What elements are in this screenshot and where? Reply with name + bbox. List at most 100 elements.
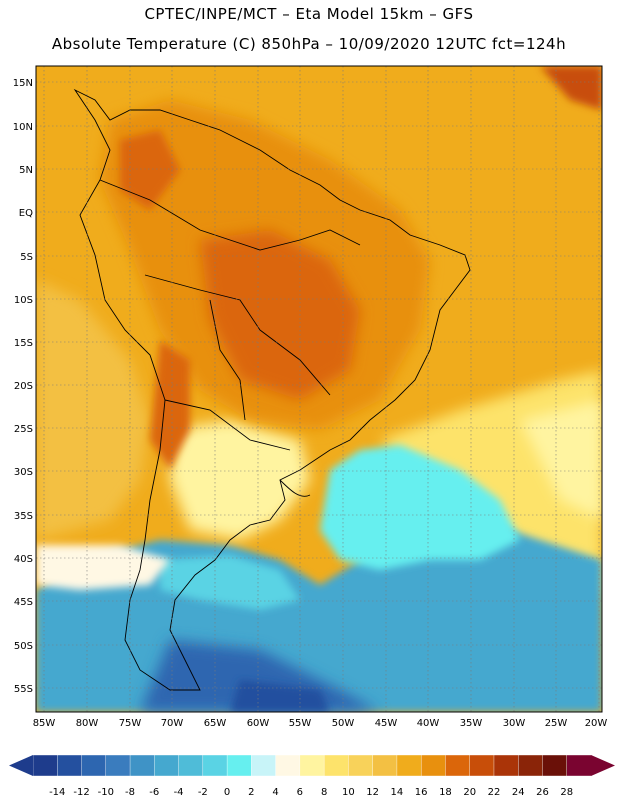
lon-label: 80W xyxy=(76,718,99,729)
colorbar-label: 10 xyxy=(342,787,355,798)
lat-label: 5S xyxy=(20,252,33,263)
lon-label: 55W xyxy=(289,718,312,729)
colorbar-bin xyxy=(445,754,471,777)
field-atlantic-8 xyxy=(520,400,602,520)
colorbar-label: -14 xyxy=(49,787,65,798)
colorbar-bin xyxy=(493,754,519,777)
colorbar-bin xyxy=(542,754,568,777)
colorbar-label: 4 xyxy=(272,787,278,798)
colorbar-bin xyxy=(251,754,277,777)
colorbar-max-arrow xyxy=(591,755,615,776)
lat-label: 5N xyxy=(19,165,33,176)
colorbar-bin xyxy=(57,754,83,777)
lon-label: 30W xyxy=(503,718,526,729)
colorbar-label: -2 xyxy=(198,787,208,798)
colorbar-bin xyxy=(566,754,592,777)
colorbar-bin xyxy=(372,754,398,777)
colorbar xyxy=(9,754,615,777)
lon-label: 20W xyxy=(585,718,608,729)
colorbar-label: 24 xyxy=(512,787,525,798)
longitude-labels: 85W 80W 75W 70W 65W 60W 55W 50W 45W 40W … xyxy=(33,718,608,729)
colorbar-label: 22 xyxy=(488,787,501,798)
lat-label: 55S xyxy=(14,684,33,695)
map-title-field: Absolute Temperature (C) 850hPa – 10/09/… xyxy=(51,35,567,53)
colorbar-bin xyxy=(299,754,325,777)
colorbar-label: 28 xyxy=(560,787,573,798)
colorbar-bin xyxy=(469,754,495,777)
lat-label: 45S xyxy=(14,597,33,608)
field-cold-tongue xyxy=(320,445,520,570)
border-north xyxy=(99,179,361,251)
lat-label: 10S xyxy=(14,295,33,306)
colorbar-label: 26 xyxy=(536,787,549,798)
field-pacific-14 xyxy=(36,280,150,540)
map-frame xyxy=(35,65,603,713)
border-central xyxy=(144,274,331,396)
colorbar-label: -10 xyxy=(98,787,114,798)
colorbar-bin xyxy=(81,754,107,777)
colorbar-bin xyxy=(348,754,374,777)
colorbar-bin xyxy=(202,754,228,777)
lat-label: 25S xyxy=(14,424,33,435)
lat-label: 10N xyxy=(13,122,33,133)
colorbar-label: -6 xyxy=(149,787,159,798)
colorbar-bin xyxy=(178,754,204,777)
field-andes-north xyxy=(120,130,180,210)
colorbar-label: 8 xyxy=(321,787,327,798)
colorbar-label: -12 xyxy=(73,787,89,798)
field-ne-corner xyxy=(540,66,602,110)
lon-label: 50W xyxy=(332,718,355,729)
colorbar-bin xyxy=(154,754,180,777)
colorbar-bin xyxy=(518,754,543,777)
border-bolivia xyxy=(209,299,246,421)
latitude-labels: 15N 10N 5N EQ 5S 10S 15S 20S 25S 30S 35S… xyxy=(13,78,33,695)
lon-label: 45W xyxy=(375,718,398,729)
lat-label: EQ xyxy=(19,208,33,219)
colorbar-min-arrow xyxy=(9,755,33,776)
colorbar-bin xyxy=(420,754,446,777)
colorbar-label: 16 xyxy=(415,787,428,798)
lon-label: 65W xyxy=(204,718,227,729)
field-continent-20 xyxy=(200,230,360,400)
colorbar-bin xyxy=(396,754,422,777)
coastlines xyxy=(73,88,471,691)
colorbar-label: 18 xyxy=(439,787,452,798)
south-america-coast xyxy=(73,88,471,691)
colorbar-label: 14 xyxy=(391,787,404,798)
map-title-source: CPTEC/INPE/MCT – Eta Model 15km – GFS xyxy=(144,5,474,23)
colorbar-label: 20 xyxy=(463,787,476,798)
field-andes-central xyxy=(150,340,190,470)
colorbar-label: 2 xyxy=(248,787,254,798)
lon-label: 70W xyxy=(161,718,184,729)
lat-label: 50S xyxy=(14,641,33,652)
field-argentina-8 xyxy=(170,420,310,540)
colorbar-bin xyxy=(275,754,301,777)
lon-label: 35W xyxy=(460,718,483,729)
lon-label: 85W xyxy=(33,718,56,729)
lat-label: 40S xyxy=(14,554,33,565)
lon-label: 25W xyxy=(545,718,568,729)
colorbar-bin xyxy=(32,754,58,777)
temperature-field xyxy=(36,66,602,712)
lon-label: 75W xyxy=(119,718,142,729)
field-cold-west xyxy=(160,555,300,610)
colorbar-label: 0 xyxy=(224,787,230,798)
lat-label: 15N xyxy=(13,78,33,89)
lat-label: 35S xyxy=(14,511,33,522)
lat-label: 15S xyxy=(14,338,33,349)
colorbar-labels: -14 -12 -10 -8 -6 -4 -2 0 2 4 6 8 10 12 14 16 18 20 22 24 26… xyxy=(49,787,573,798)
field-pacific-6 xyxy=(36,545,170,590)
lat-label: 20S xyxy=(14,381,33,392)
border-south xyxy=(164,399,291,451)
colorbar-bin xyxy=(105,754,131,777)
colorbar-bin xyxy=(129,754,155,777)
colorbar-label: 12 xyxy=(366,787,379,798)
colorbar-label: -8 xyxy=(125,787,135,798)
lon-label: 60W xyxy=(247,718,270,729)
rio-de-la-plata xyxy=(279,479,311,497)
colorbar-label: -4 xyxy=(174,787,184,798)
colorbar-label: 6 xyxy=(297,787,303,798)
lat-label: 30S xyxy=(14,467,33,478)
colorbar-bin xyxy=(323,754,349,777)
